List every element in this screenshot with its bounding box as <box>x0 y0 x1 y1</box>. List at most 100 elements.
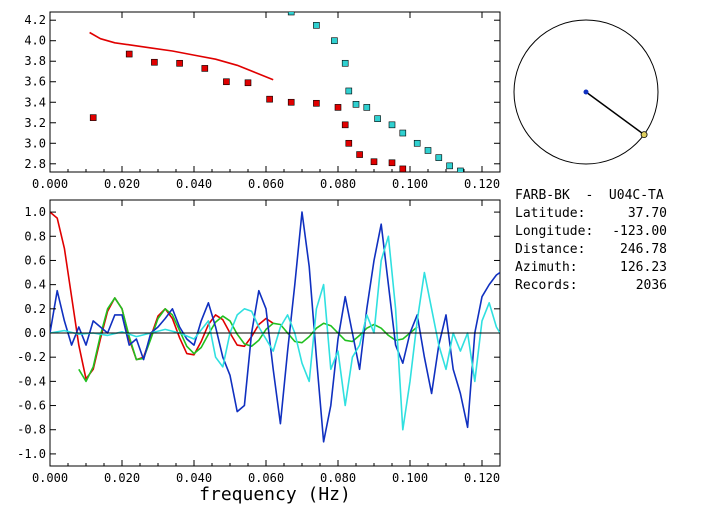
bottom-y-tick-label: 0.6 <box>24 253 46 267</box>
longitude-label: Longitude: <box>515 224 594 239</box>
bottom-y-tick-label: 0.8 <box>24 229 46 243</box>
top-marker-s1-8 <box>287 98 295 106</box>
info-row-longitude: Longitude: -123.00 <box>515 223 703 241</box>
top-marker-s1-10 <box>334 104 342 111</box>
top-y-tick-label: 3.6 <box>24 75 46 89</box>
top-marker-s2-3 <box>341 59 349 67</box>
bottom-x-tick-label: 0.120 <box>464 471 500 485</box>
top-marker-s2-2 <box>331 37 338 45</box>
top-y-tick-label: 4.0 <box>24 34 46 48</box>
bottom-y-tick-label: 1.0 <box>24 205 46 219</box>
top-marker-s1-0 <box>89 114 97 121</box>
bottom-y-tick-label: 0.4 <box>24 278 46 292</box>
top-marker-s1-1 <box>125 50 133 58</box>
info-row-records: Records: 2036 <box>515 277 703 295</box>
top-marker-s1-5 <box>223 78 230 86</box>
top-x-tick-label: 0.020 <box>104 177 140 191</box>
azimuth-value: 126.23 <box>620 260 667 275</box>
top-marker-s1-6 <box>244 79 252 87</box>
top-marker-s2-14 <box>457 167 464 172</box>
top-x-tick-label: 0.000 <box>32 177 68 191</box>
bottom-y-tick-label: -1.0 <box>17 447 46 461</box>
bottom-x-tick-label: 0.040 <box>176 471 212 485</box>
bottom-x-tick-label: 0.020 <box>104 471 140 485</box>
azimuth-tip-marker <box>640 131 648 139</box>
bottom-x-tick-label: 0.060 <box>248 471 284 485</box>
bottom-series-line-2 <box>50 211 500 443</box>
bottom-series-line-3 <box>50 235 500 431</box>
bottom-series-group <box>50 211 500 443</box>
azimuth-needle <box>585 91 645 136</box>
top-y-tick-label: 3.8 <box>24 54 46 68</box>
bottom-y-tick-label: 0.2 <box>24 302 46 316</box>
top-marker-s2-4 <box>345 87 353 95</box>
top-marker-s1-7 <box>266 95 273 103</box>
info-row-azimuth: Azimuth: 126.23 <box>515 259 703 277</box>
bottom-y-tick-label: -0.4 <box>17 374 46 388</box>
top-x-tick-label: 0.040 <box>176 177 212 191</box>
azimuth-compass <box>513 19 659 165</box>
top-marker-s2-7 <box>374 115 381 122</box>
top-marker-s2-6 <box>363 104 371 111</box>
bottom-y-tick-label: -0.8 <box>17 423 46 437</box>
compass-circle <box>513 19 659 165</box>
info-row-distance: Distance: 246.78 <box>515 241 703 259</box>
top-x-tick-label: 0.060 <box>248 177 284 191</box>
top-marker-s2-8 <box>388 121 396 129</box>
azimuth-label: Azimuth: <box>515 260 578 275</box>
velocity-scatter-chart: 0.000 0.020 0.040 0.060 0.080 0.100 0.120 2.8 3.… <box>24 11 501 191</box>
station-pair: FARB-BK - U04C-TA <box>515 188 664 203</box>
top-marker-s2-5 <box>352 101 360 108</box>
latitude-value: 37.70 <box>627 206 667 221</box>
bottom-x-axis-label: frequency (Hz) <box>199 484 351 505</box>
latitude-label: Latitude: <box>515 206 586 221</box>
top-marker-s1-2 <box>151 58 158 66</box>
top-marker-s2-1 <box>313 22 320 29</box>
top-marker-s1-16 <box>399 165 407 172</box>
top-y-tick-label: 4.2 <box>24 13 46 27</box>
top-marker-s1-15 <box>388 159 396 167</box>
bottom-x-tick-label: 0.100 <box>392 471 428 485</box>
bottom-y-tick-label: -0.6 <box>17 399 46 413</box>
bottom-y-tick-label: -0.2 <box>17 350 46 364</box>
bottom-y-tick-label: 0.0 <box>24 326 46 340</box>
top-series-line-0 <box>89 31 274 81</box>
top-x-tick-label: 0.080 <box>320 177 356 191</box>
records-label: Records: <box>515 278 578 293</box>
compass-center-dot <box>583 89 589 95</box>
station-info-panel: FARB-BK - U04C-TA Latitude: 37.70 Longit… <box>515 187 703 295</box>
top-x-tick-label: 0.120 <box>464 177 500 191</box>
top-marker-s1-14 <box>370 158 378 166</box>
top-y-tick-label: 3.4 <box>24 95 46 109</box>
top-marker-s2-11 <box>424 147 432 154</box>
top-marker-s1-13 <box>356 151 363 158</box>
longitude-value: -123.00 <box>612 224 667 239</box>
top-marker-s2-0 <box>287 12 295 16</box>
distance-label: Distance: <box>515 242 586 257</box>
bottom-x-tick-label: 0.080 <box>320 471 356 485</box>
top-plot-frame <box>49 11 501 173</box>
top-marker-s1-3 <box>176 59 183 67</box>
top-marker-s2-12 <box>435 154 443 161</box>
top-series-group <box>89 12 464 172</box>
info-row-latitude: Latitude: 37.70 <box>515 205 703 223</box>
top-marker-s2-9 <box>399 129 407 137</box>
top-marker-s1-9 <box>313 99 320 107</box>
top-x-tick-label: 0.100 <box>392 177 428 191</box>
bottom-axis-ticks: 0.000 0.020 0.040 0.060 0.080 0.100 0.120 -1.0 -… <box>17 200 500 485</box>
top-marker-s1-4 <box>201 65 209 72</box>
top-y-tick-label: 3.2 <box>24 116 46 130</box>
top-axis-ticks: 0.000 0.020 0.040 0.060 0.080 0.100 0.120 2.8 3.… <box>24 12 500 191</box>
top-marker-s1-11 <box>341 121 349 129</box>
distance-value: 246.78 <box>620 242 667 257</box>
top-y-tick-label: 2.8 <box>24 157 46 171</box>
records-value: 2036 <box>635 278 667 293</box>
correlation-line-chart: 0.000 0.020 0.040 0.060 0.080 0.100 0.120 -1.0 -… <box>17 199 501 505</box>
bottom-series-line-1 <box>78 297 418 383</box>
top-marker-s2-10 <box>413 139 421 147</box>
bottom-x-tick-label: 0.000 <box>32 471 68 485</box>
top-marker-s1-12 <box>345 139 353 147</box>
top-y-tick-label: 3.0 <box>24 136 46 150</box>
top-marker-s2-13 <box>446 162 453 170</box>
